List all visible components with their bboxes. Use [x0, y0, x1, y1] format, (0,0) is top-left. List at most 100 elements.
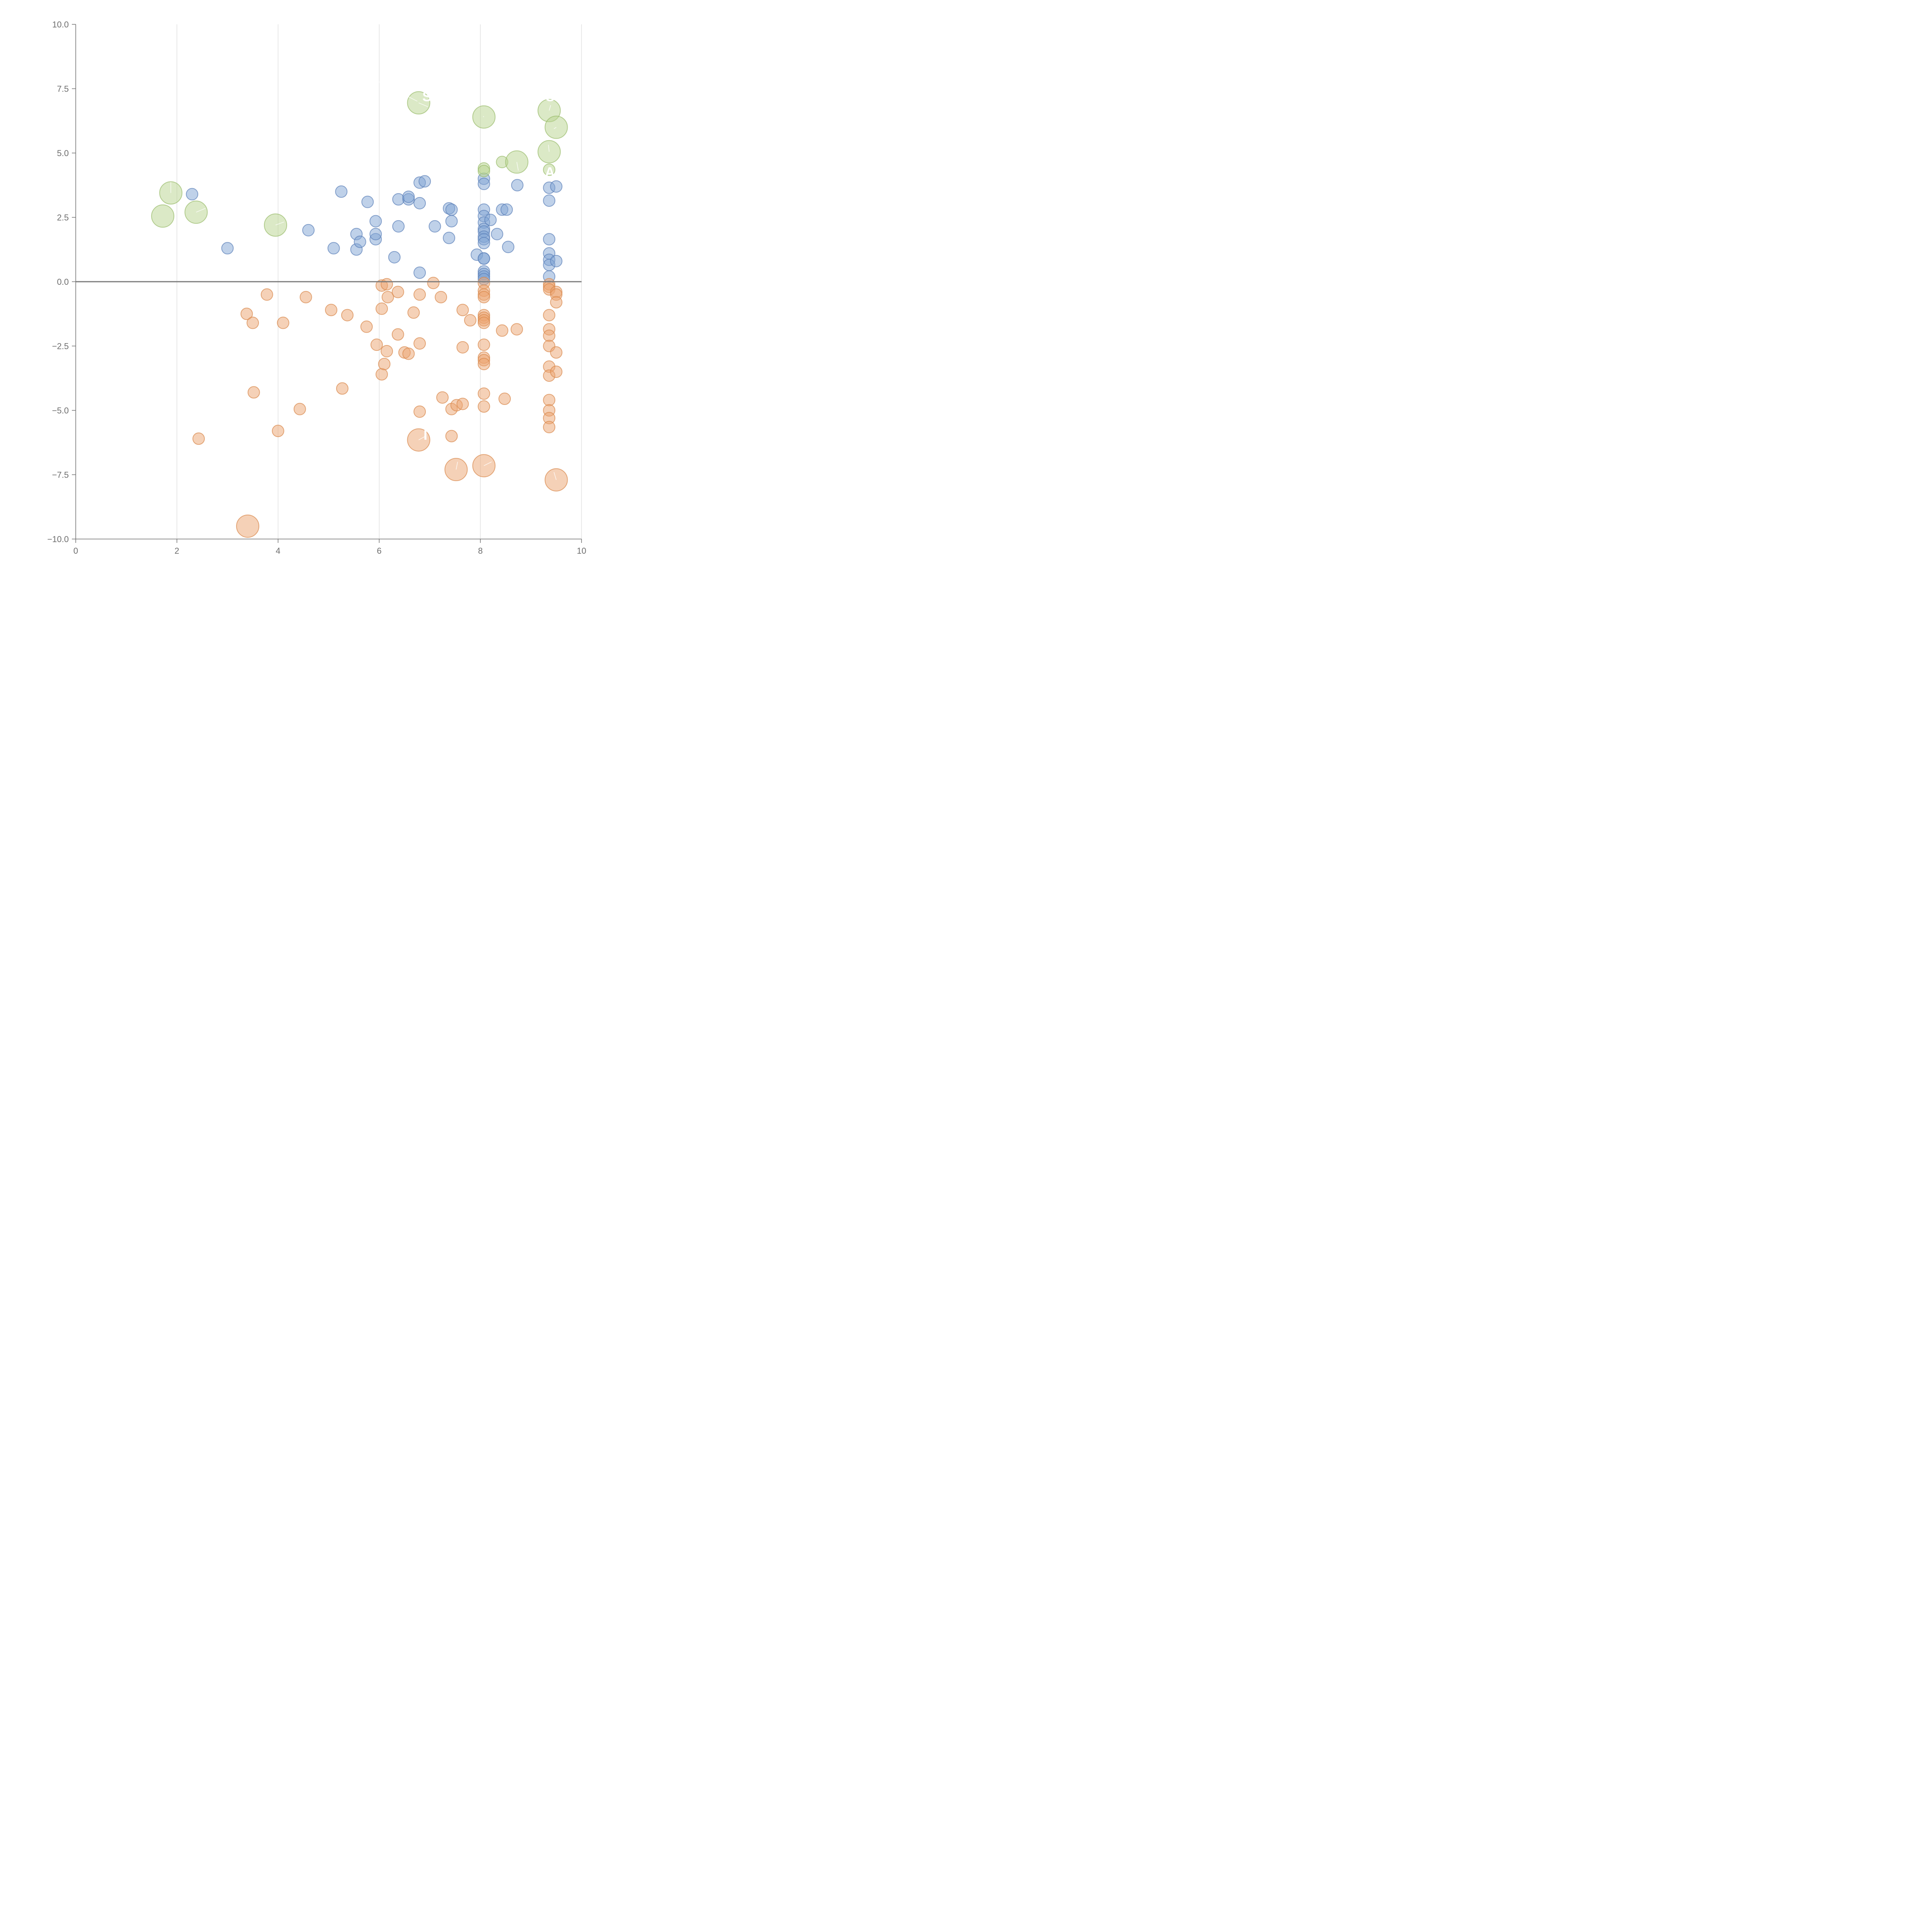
point-negative: [325, 304, 338, 316]
y-tick-label: 5.0: [57, 148, 69, 158]
y-tick-label: 0.0: [57, 277, 69, 287]
point-positive: [413, 266, 426, 279]
point-positive: [500, 203, 513, 216]
point-negative: [247, 316, 259, 329]
point-negative: [381, 291, 394, 303]
point-negative: [407, 306, 420, 319]
x-tick-label: 4: [276, 546, 280, 556]
point-highlight-positive: [543, 163, 556, 176]
point-positive: [327, 242, 340, 255]
annotation-label-s: S: [422, 88, 432, 104]
point-negative: [247, 386, 260, 399]
x-tick-label: 0: [73, 546, 78, 556]
point-positive: [369, 215, 382, 228]
point-negative: [456, 398, 469, 410]
x-tick-label: 8: [478, 546, 483, 556]
callout-tick-4: [483, 116, 484, 117]
axis-layer: 10.0 7.5 5.0 2.5 0.0 −2.5 −5.0 −7.5 −10.0 0 2 4 6 8 10: [47, 20, 586, 556]
point-negative: [456, 304, 469, 316]
point-negative: [378, 358, 391, 371]
point-positive: [221, 242, 234, 255]
point-negative: [550, 366, 563, 378]
point-negative: [436, 391, 449, 404]
point-positive: [550, 255, 563, 267]
point-positive: [369, 228, 382, 240]
point-positive: [186, 188, 199, 201]
point-positive: [302, 224, 315, 236]
point-positive: [413, 197, 426, 209]
point-positive: [478, 237, 490, 250]
point-positive: [484, 214, 497, 226]
point-negative: [543, 394, 556, 406]
point-highlight-negative: [236, 514, 260, 538]
callout-tick-5: [549, 105, 551, 111]
y-tick-label: 2.5: [57, 213, 69, 223]
point-positive: [388, 251, 401, 264]
scatter-chart: 10.07.55.02.50.0−2.5−5.0−7.5−10.00 2 4 6 8 10…: [47, 20, 586, 556]
point-negative: [496, 324, 509, 337]
point-negative: [381, 345, 393, 357]
point-negative: [427, 277, 440, 289]
annotation-leader-line: [369, 77, 418, 102]
point-negative: [341, 309, 354, 321]
point-negative: [192, 432, 205, 445]
point-negative: [445, 430, 458, 442]
point-positive: [354, 235, 366, 248]
point-positive: [478, 252, 490, 265]
point-negative: [413, 337, 426, 350]
callout-tick-2: [275, 221, 284, 226]
point-negative: [543, 421, 556, 434]
point-highlight-positive: [478, 165, 490, 177]
point-negative: [478, 400, 490, 413]
callout-tick-1: [196, 208, 206, 213]
point-negative: [478, 338, 490, 351]
callout-tick-10: [456, 462, 458, 470]
point-negative: [413, 288, 426, 301]
callout-tick-9: [418, 435, 426, 440]
point-negative: [478, 387, 490, 400]
point-positive: [502, 241, 515, 253]
point-positive: [478, 177, 490, 190]
annotation-layer: S O A I: [369, 77, 556, 443]
point-negative: [478, 316, 490, 329]
callout-tick-8: [516, 162, 519, 171]
callout-tick-6: [554, 127, 556, 129]
y-tick-label: 7.5: [57, 84, 69, 94]
point-negative: [435, 291, 447, 303]
point-negative: [260, 288, 273, 301]
point-negative: [510, 323, 523, 336]
callout-tick-7: [548, 145, 549, 152]
point-negative: [381, 278, 393, 291]
point-negative: [550, 296, 563, 309]
y-tick-label: −7.5: [52, 470, 69, 480]
point-positive: [418, 175, 431, 188]
point-positive: [443, 231, 456, 244]
callout-tick-12: [553, 472, 557, 480]
point-negative: [391, 286, 404, 298]
point-negative: [375, 302, 388, 315]
point-negative: [478, 291, 490, 303]
point-negative: [550, 346, 563, 359]
point-positive: [543, 194, 556, 207]
callout-tick-3: [418, 102, 428, 107]
point-negative: [456, 341, 469, 354]
y-tick-label: −2.5: [52, 342, 69, 351]
point-negative: [478, 358, 490, 371]
point-negative: [375, 368, 388, 381]
point-negative: [464, 314, 477, 327]
y-tick-label: −10.0: [47, 534, 69, 544]
x-tick-label: 10: [577, 546, 586, 556]
point-positive: [392, 220, 405, 233]
point-negative: [299, 291, 312, 303]
point-negative: [360, 320, 373, 333]
point-positive: [491, 228, 503, 240]
point-positive: [429, 220, 441, 233]
point-highlight-positive: [151, 204, 175, 228]
point-positive: [445, 203, 458, 216]
point-negative: [391, 328, 404, 341]
point-positive: [361, 196, 374, 208]
point-positive: [543, 233, 556, 246]
point-negative: [402, 347, 415, 360]
annotation-label-i: I: [423, 427, 427, 443]
point-positive: [445, 215, 458, 228]
